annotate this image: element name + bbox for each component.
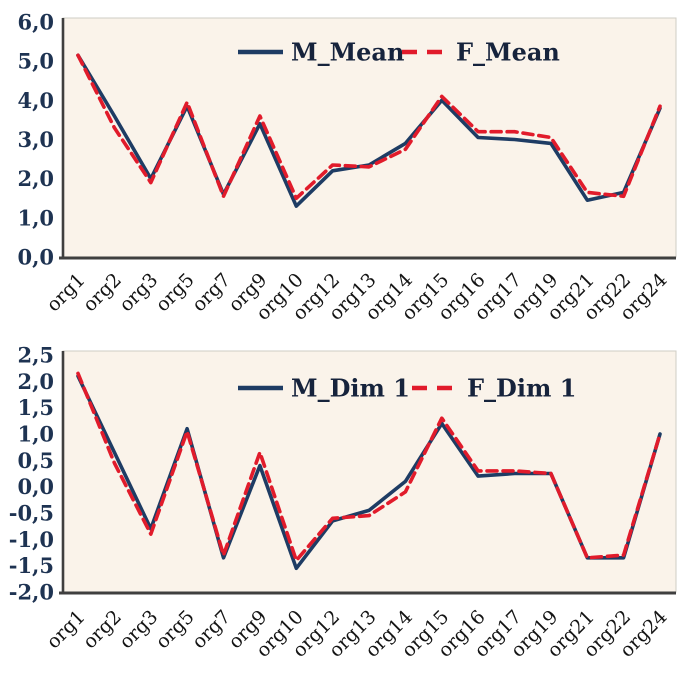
plot-area (62, 350, 677, 593)
x-tick-label: org2 (79, 606, 126, 653)
f-dim-1-line (76, 371, 662, 563)
x-tick-label: org1 (42, 606, 89, 653)
y-tick-label: 6,0 (17, 10, 54, 35)
y-tick-label: -1,0 (9, 527, 54, 552)
y-tick-label: 3,0 (17, 127, 54, 152)
x-tick-label: org1 (42, 269, 89, 316)
x-tick-label: org3 (115, 269, 162, 316)
y-tick-label: -2,0 (9, 580, 54, 605)
chart-dim1: 2,5 2,0 1,5 1,0 0,5 0,0 -0,5 -1,0 -1,5 -2,0 org1 or… (0, 338, 688, 675)
y-tick-label: 0,0 (17, 245, 54, 270)
legend-label: F_Mean (456, 38, 560, 67)
x-tick-label: org7 (188, 606, 235, 653)
f-mean-line (76, 53, 662, 201)
dim1-line-chart-svg: 2,52,01,51,00,50,0-0,5-1,0-1,5-2,0org1or… (9, 343, 677, 662)
y-tick-label: 1,0 (17, 205, 54, 230)
legend-label: M_Dim 1 (291, 374, 410, 403)
x-tick-label: org7 (188, 269, 235, 316)
y-tick-label: 2,0 (17, 166, 54, 191)
x-tick-label: org5 (151, 269, 198, 316)
plot-area (62, 17, 677, 258)
y-tick-label: 1,0 (17, 422, 54, 447)
y-tick-label: 0,5 (17, 448, 54, 473)
y-tick-label: -0,5 (9, 501, 54, 526)
legend-entry: M_Dim 1 (238, 374, 410, 403)
y-tick-label: 0,0 (17, 474, 54, 499)
x-tick-label: org2 (79, 269, 126, 316)
chart-mean: 6,0 5,0 4,0 3,0 2,0 1,0 0,0 org1 org2 org3 org5 org… (0, 0, 688, 337)
x-tick-label: org3 (115, 606, 162, 653)
y-tick-label: -1,5 (9, 553, 54, 578)
legend-label: M_Mean (291, 38, 404, 67)
legend-entry: F_Mean (402, 38, 560, 67)
y-tick-label: 2,0 (17, 369, 54, 394)
legend-entry: M_Mean (238, 38, 404, 67)
legend-label: F_Dim 1 (467, 374, 576, 403)
legend-entry: F_Dim 1 (412, 374, 576, 403)
x-tick-label: org5 (151, 606, 198, 653)
y-tick-label: 4,0 (17, 88, 54, 113)
y-tick-label: 5,0 (17, 49, 54, 74)
y-tick-label: 2,5 (17, 343, 54, 368)
mean-line-chart-svg: 6,0 5,0 4,0 3,0 2,0 1,0 0,0org1org2org3org5org… (17, 10, 677, 325)
y-tick-label: 1,5 (17, 395, 54, 420)
